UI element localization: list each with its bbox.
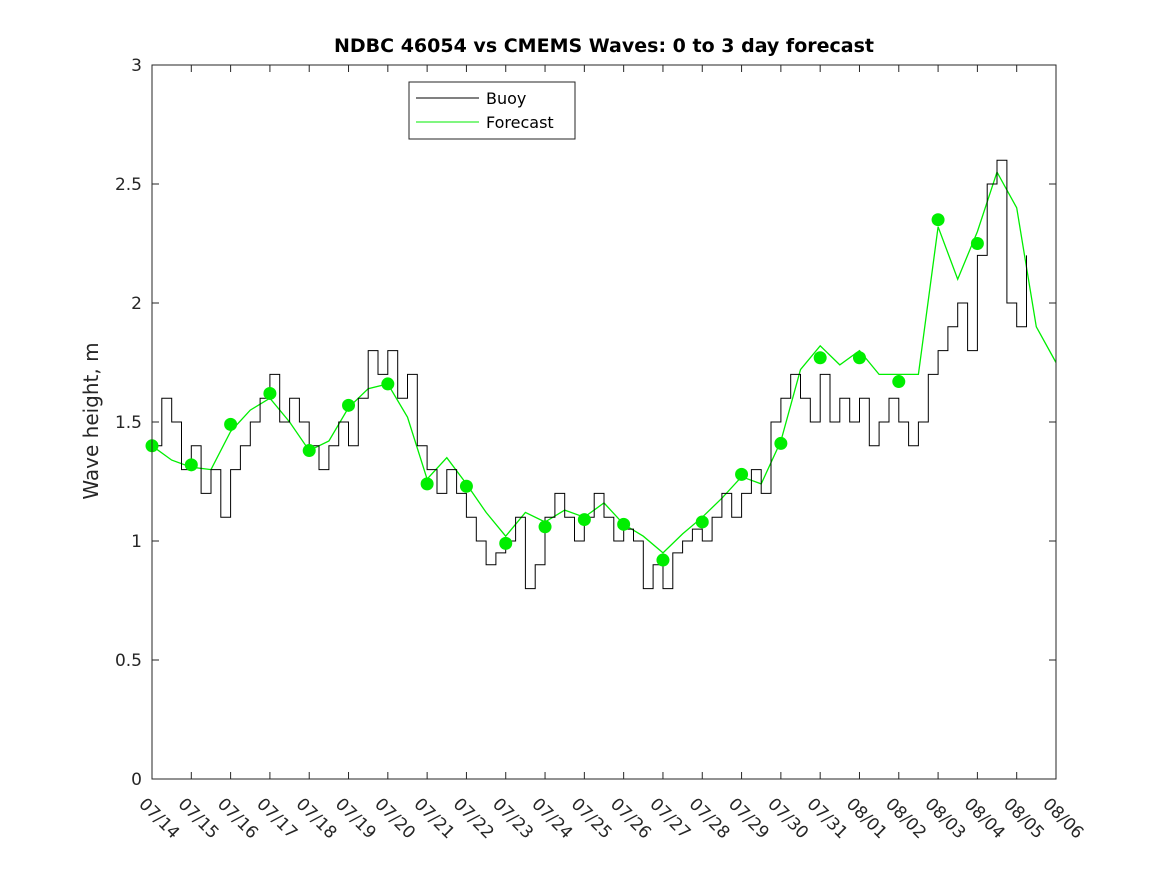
y-tick-label: 0 — [131, 770, 142, 790]
forecast-marker — [852, 351, 866, 365]
buoy-series-line — [152, 159, 1027, 590]
forecast-marker — [459, 479, 473, 493]
forecast-marker — [538, 520, 552, 534]
forecast-marker — [263, 386, 277, 400]
forecast-marker — [342, 398, 356, 412]
y-tick-label: 3 — [131, 56, 142, 76]
forecast-marker — [577, 513, 591, 527]
y-tick-label: 0.5 — [115, 651, 142, 671]
y-tick-label: 2 — [131, 294, 142, 314]
forecast-marker — [184, 458, 198, 472]
buoy-line — [152, 159, 1027, 590]
forecast-marker — [224, 417, 238, 431]
y-tick-label: 1.5 — [115, 413, 142, 433]
forecast-marker — [499, 536, 513, 550]
forecast-marker — [970, 237, 984, 250]
forecast-marker — [695, 515, 709, 529]
forecast-marker — [735, 467, 749, 481]
forecast-marker — [381, 377, 395, 391]
forecast-marker — [774, 436, 788, 450]
y-axis-label: Wave height, m — [79, 342, 103, 499]
forecast-marker — [813, 351, 827, 365]
legend-box — [408, 81, 576, 140]
forecast-daily-markers — [145, 213, 984, 567]
legend-label-buoy: Buoy — [486, 89, 526, 108]
forecast-marker — [931, 213, 945, 227]
forecast-marker — [302, 444, 316, 458]
legend-label-forecast: Forecast — [486, 113, 554, 132]
forecast-marker — [617, 517, 631, 531]
forecast-marker — [420, 477, 434, 491]
legend: Buoy Forecast — [408, 81, 576, 140]
y-tick-label: 1 — [131, 532, 142, 552]
chart-title: NDBC 46054 vs CMEMS Waves: 0 to 3 day fo… — [334, 35, 874, 57]
forecast-marker — [892, 375, 906, 389]
y-axis-ticks: 0 0.5 1 1.5 2 2.5 3 — [115, 56, 1056, 790]
y-tick-label: 2.5 — [115, 175, 142, 195]
forecast-marker — [656, 553, 670, 567]
